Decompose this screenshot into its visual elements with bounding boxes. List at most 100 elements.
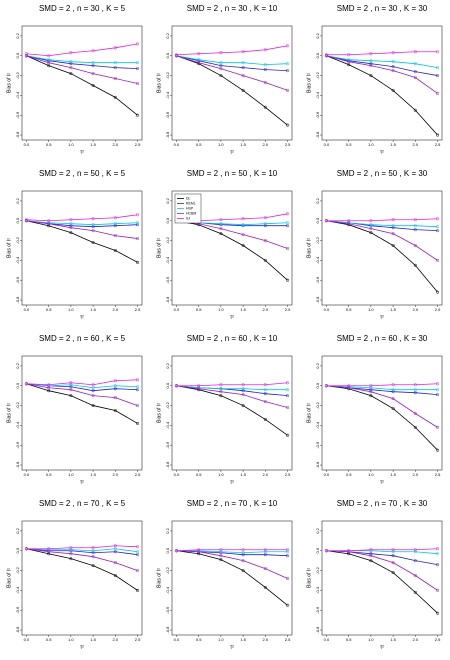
point — [413, 263, 417, 267]
point — [113, 46, 117, 50]
y-tick-label: -0.8 — [315, 131, 320, 139]
point — [113, 216, 117, 220]
point — [113, 379, 117, 383]
point — [136, 260, 140, 264]
point — [391, 218, 395, 222]
x-tick-label: 2.5 — [285, 472, 291, 477]
point — [197, 548, 201, 552]
point — [286, 123, 290, 127]
point — [47, 58, 51, 62]
series-line — [326, 55, 438, 94]
point — [286, 548, 290, 552]
x-tick-label: 1.0 — [68, 637, 74, 642]
y-axis-label: Bias of I² — [156, 238, 162, 258]
point — [286, 394, 290, 398]
point — [241, 389, 245, 393]
panel-title: SMD = 2 , n = 70 , K = 10 — [187, 499, 278, 508]
y-tick-label: -0.8 — [165, 131, 170, 139]
panel-title: SMD = 2 , n = 70 , K = 30 — [337, 499, 428, 508]
point — [436, 563, 440, 567]
series-line — [326, 385, 438, 428]
x-tick-label: 0.5 — [46, 142, 52, 147]
point — [391, 388, 395, 392]
y-tick-label: -0.4 — [15, 256, 20, 264]
point — [347, 384, 351, 388]
plot-frame — [21, 25, 143, 141]
point — [69, 383, 73, 387]
panel: SMD = 2 , n = 70 , K = 30 0.2 0.0 -0.2 -0.4 -… — [306, 499, 443, 650]
point — [369, 62, 373, 66]
point — [219, 387, 223, 391]
point — [91, 551, 95, 555]
x-tick-label: 0.0 — [324, 472, 330, 477]
x-axis-label: τ² — [380, 314, 384, 320]
point — [286, 405, 290, 410]
point — [219, 222, 223, 226]
point — [219, 390, 223, 394]
point — [436, 552, 440, 556]
point — [91, 225, 95, 229]
point — [136, 221, 140, 225]
point — [113, 387, 117, 391]
y-axis-label: Bias of I² — [306, 73, 312, 93]
point — [263, 567, 267, 571]
point — [436, 217, 440, 221]
legend-label: HCBM — [186, 211, 196, 215]
point — [69, 385, 73, 389]
point — [391, 397, 395, 401]
x-tick-label: 1.5 — [240, 307, 246, 312]
series-line — [26, 55, 138, 64]
point — [219, 64, 223, 68]
y-tick-label: 0.2 — [315, 32, 320, 38]
point — [136, 61, 140, 65]
point — [369, 231, 373, 235]
panel-title: SMD = 2 , n = 70 , K = 5 — [39, 499, 126, 508]
x-tick-label: 0.0 — [24, 307, 30, 312]
y-tick-label: 0.2 — [315, 197, 320, 203]
y-tick-label: -0.4 — [165, 91, 170, 99]
point — [286, 221, 290, 225]
point — [136, 213, 140, 217]
point — [369, 559, 373, 563]
y-tick-label: -0.8 — [315, 296, 320, 304]
point — [369, 64, 373, 68]
point — [263, 239, 267, 243]
series-line — [26, 548, 138, 556]
x-axis-label: τ² — [230, 314, 234, 320]
point — [241, 223, 245, 227]
point — [286, 388, 290, 392]
y-axis-label: Bias of I² — [156, 568, 162, 588]
panel: SMD = 2 , n = 70 , K = 10 0.2 0.0 -0.2 -0.4 -… — [156, 499, 293, 650]
y-tick-label: -0.4 — [165, 421, 170, 429]
point — [286, 433, 290, 437]
point — [413, 224, 417, 228]
y-tick-label: 0.0 — [165, 217, 170, 223]
x-tick-label: 2.5 — [285, 637, 291, 642]
point — [69, 218, 73, 222]
series-line — [176, 55, 288, 72]
y-tick-label: -0.2 — [165, 236, 170, 244]
y-tick-label: -0.8 — [165, 626, 170, 634]
y-tick-label: -0.4 — [15, 586, 20, 594]
point — [436, 393, 440, 397]
point — [113, 544, 117, 548]
point — [286, 69, 290, 73]
y-tick-label: -0.8 — [315, 626, 320, 634]
point — [219, 67, 223, 71]
point — [113, 95, 117, 99]
point — [113, 573, 117, 578]
point — [24, 54, 28, 58]
point — [219, 383, 223, 387]
x-tick-label: 0.5 — [346, 307, 352, 312]
series-line — [176, 45, 288, 56]
y-tick-label: -0.4 — [315, 91, 320, 99]
x-tick-label: 2.0 — [263, 307, 269, 312]
point — [413, 550, 417, 554]
point — [286, 603, 290, 607]
point — [324, 549, 328, 553]
point — [24, 219, 28, 223]
y-tick-label: 0.2 — [15, 197, 20, 203]
y-tick-label: -0.2 — [315, 71, 320, 79]
point — [136, 385, 140, 389]
series-line — [26, 55, 138, 116]
